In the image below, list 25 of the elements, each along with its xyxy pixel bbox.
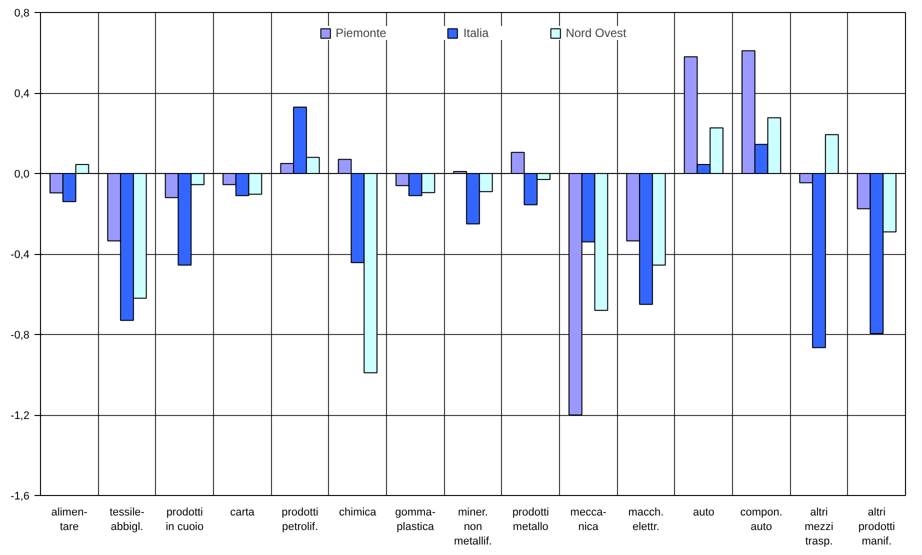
y-tick-label: -1,2 bbox=[10, 410, 30, 422]
x-tick-label: prodotti metallo bbox=[512, 506, 550, 533]
x-tick-label: mecca- nica bbox=[570, 506, 607, 533]
x-tick-label: alimen- tare bbox=[51, 506, 88, 533]
x-tick-label: auto bbox=[692, 506, 714, 518]
x-tick-label: miner. non metallif. bbox=[454, 506, 492, 548]
legend-label: Piemonte bbox=[336, 26, 386, 40]
legend-label: Italia bbox=[463, 26, 489, 40]
y-tick-label: 0,0 bbox=[14, 168, 30, 180]
y-tick-label: 0,4 bbox=[14, 88, 30, 100]
x-tick-label: gomma- plastica bbox=[395, 506, 436, 533]
y-tick-label: -0,8 bbox=[10, 330, 30, 342]
y-tick-label: -0,4 bbox=[10, 249, 30, 261]
x-tick-label: carta bbox=[230, 506, 256, 518]
x-tick-label: macch. elettr. bbox=[628, 506, 664, 533]
x-tick-label: prodotti in cuoio bbox=[166, 506, 204, 533]
x-tick-label: altri prodotti manif. bbox=[858, 506, 896, 548]
y-tick-label: -1,6 bbox=[10, 490, 30, 502]
x-tick-label: tessile- abbigl. bbox=[110, 506, 145, 533]
y-tick-label: 0,8 bbox=[14, 8, 30, 20]
x-tick-label: compon. auto bbox=[740, 506, 782, 533]
x-tick-label: chimica bbox=[339, 506, 378, 518]
x-tick-label: prodotti petrolif. bbox=[282, 506, 318, 533]
legend-label: Nord Ovest bbox=[566, 26, 626, 40]
x-tick-label: altri mezzi trasp. bbox=[804, 506, 834, 548]
